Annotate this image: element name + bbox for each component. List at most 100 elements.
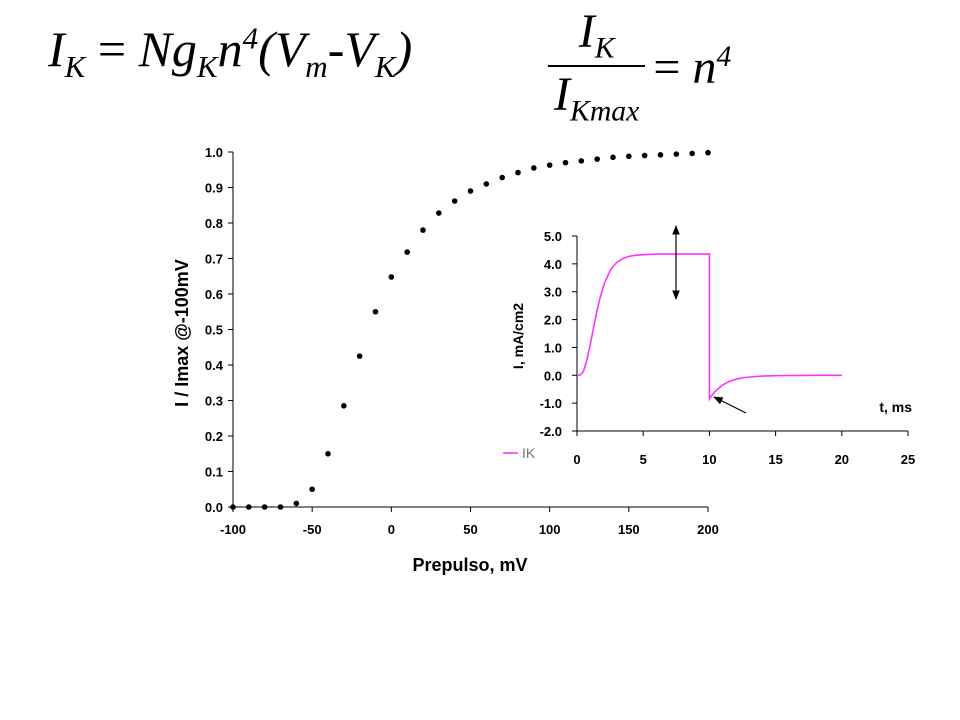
- activation-data-point: [420, 227, 426, 233]
- eq1-symbol: I: [48, 21, 65, 77]
- activation-y-tick-label: 0.6: [205, 287, 223, 302]
- inset-x-tick-label: 25: [901, 452, 915, 467]
- activation-data-point: [341, 403, 347, 409]
- inset-x-tick-label: 20: [835, 452, 849, 467]
- activation-data-point: [626, 153, 632, 160]
- activation-x-tick-label: 0: [388, 522, 395, 537]
- activation-y-tick-label: 0.7: [205, 252, 223, 267]
- activation-data-point: [309, 486, 315, 493]
- activation-data-point: [610, 154, 616, 161]
- inset-x-tick-label: 10: [702, 452, 716, 467]
- eq1-paren: ): [395, 21, 413, 77]
- activation-y-tick-label: 0.3: [205, 394, 223, 409]
- activation-data-point: [578, 158, 585, 164]
- eq2-rhs: = n4: [653, 40, 731, 95]
- eq2-symbol: I: [554, 67, 570, 121]
- activation-y-tick-label: 0.8: [205, 216, 223, 231]
- equation-ik-conductance: IK = NgKn4(Vm-VK): [48, 20, 412, 85]
- inset-y-tick-label: -2.0: [540, 424, 562, 439]
- eq2-denominator: IKmax: [548, 67, 645, 126]
- activation-data-point: [325, 450, 331, 457]
- activation-x-tick-label: -50: [303, 522, 322, 537]
- eq1-symbol: N: [138, 21, 172, 77]
- inset-y-tick-label: 0.0: [544, 368, 562, 383]
- inset-y-tick-label: 2.0: [544, 313, 562, 328]
- activation-data-point: [673, 151, 680, 157]
- eq1-symbol: g: [171, 21, 197, 77]
- ik-current-trace: [576, 253, 842, 402]
- activation-x-tick-label: -100: [220, 522, 246, 537]
- activation-data-point: [689, 150, 695, 157]
- activation-x-tick-label: 50: [463, 522, 477, 537]
- eq2-numerator: IK: [571, 8, 623, 65]
- inset-x-axis-label: t, ms: [879, 399, 912, 415]
- activation-y-tick-label: 1.0: [205, 145, 223, 160]
- activation-x-axis-label: Prepulso, mV: [412, 555, 527, 575]
- inset-x-tick-label: 15: [768, 452, 782, 467]
- eq2-symbol: I: [578, 5, 595, 58]
- activation-data-point: [515, 169, 521, 176]
- activation-x-tick-label: 150: [618, 522, 640, 537]
- activation-y-tick-label: 0.1: [205, 465, 223, 480]
- eq1-symbol: n: [217, 21, 243, 77]
- activation-x-tick-label: 200: [697, 522, 719, 537]
- eq2-symbol-sub: K: [594, 31, 615, 65]
- eq1-symbol-sub: K: [374, 49, 396, 84]
- activation-data-point: [531, 165, 537, 171]
- activation-scatter-chart: 0.0 0.1 0.2 0.3 0.4 0.5 0.6 0.7 0.8 0.9 1.0 -100 -50…: [172, 145, 719, 575]
- eq1-minus: -: [327, 21, 345, 77]
- equation-ik-ratio: IK IKmax = n4: [548, 8, 731, 126]
- inset-y-tick-label: 1.0: [544, 340, 562, 355]
- eq2-equals: =: [653, 40, 681, 94]
- activation-y-tick-label: 0.0: [205, 500, 223, 515]
- inset-x-tick-label: 0: [573, 452, 580, 467]
- eq1-symbol: V: [274, 21, 306, 77]
- eq1-symbol-sub: K: [64, 49, 86, 84]
- activation-data-points: [230, 149, 711, 510]
- activation-data-point: [436, 210, 442, 216]
- inset-y-tick-label: 5.0: [544, 229, 562, 244]
- activation-data-point: [388, 274, 395, 280]
- eq1-equals: =: [97, 21, 127, 77]
- activation-data-point: [451, 198, 458, 204]
- inset-x-tick-label: 5: [640, 452, 647, 467]
- legend-label-ik: IK: [522, 445, 536, 461]
- tail-current-arrow: [713, 396, 747, 414]
- activation-data-point: [356, 353, 363, 359]
- eq2-symbol: n: [692, 40, 717, 94]
- eq1-symbol-sub: K: [196, 49, 218, 84]
- activation-data-point: [705, 149, 711, 156]
- activation-data-point: [562, 159, 569, 166]
- activation-data-point: [483, 181, 490, 187]
- eq2-symbol-sub: Kmax: [569, 94, 640, 128]
- activation-y-axis-label: I / Imax @-100mV: [172, 259, 192, 407]
- eq2-exponent: 4: [716, 39, 732, 73]
- current-trace-inset-chart: -2.0 -1.0 0.0 1.0 2.0 3.0 4.0 5.0 0 5 10 15 20 25 t, …: [503, 225, 916, 467]
- eq2-fraction: IK IKmax: [548, 8, 646, 126]
- eq1-symbol-sub: m: [305, 49, 328, 84]
- activation-data-point: [499, 174, 505, 181]
- inset-legend: IK: [503, 445, 536, 461]
- activation-y-tick-label: 0.9: [205, 181, 223, 196]
- eq1-paren: (: [258, 21, 275, 77]
- inset-y-tick-label: 4.0: [544, 257, 562, 272]
- activation-data-point: [404, 249, 410, 255]
- activation-axes: 0.0 0.1 0.2 0.3 0.4 0.5 0.6 0.7 0.8 0.9 1.0 -100 -50…: [205, 145, 719, 537]
- activation-data-point: [657, 152, 664, 158]
- activation-y-tick-label: 0.4: [205, 358, 224, 373]
- activation-data-point: [641, 152, 648, 159]
- inset-y-axis-label: I, mA/cm2: [510, 303, 526, 369]
- activation-data-point: [293, 500, 300, 507]
- inset-y-tick-label: -1.0: [540, 396, 562, 411]
- inset-axes: -2.0 -1.0 0.0 1.0 2.0 3.0 4.0 5.0 0 5 10 15 20 25: [540, 229, 916, 467]
- activation-y-tick-label: 0.5: [205, 323, 223, 338]
- activation-y-tick-label: 0.2: [205, 429, 223, 444]
- eq1-symbol: V: [344, 21, 375, 77]
- inset-y-tick-label: 3.0: [544, 285, 562, 300]
- activation-data-point: [546, 162, 553, 168]
- activation-data-point: [594, 156, 600, 162]
- eq1-exponent: 4: [242, 20, 259, 56]
- inset-annotations: [672, 225, 747, 414]
- activation-data-point: [467, 188, 474, 194]
